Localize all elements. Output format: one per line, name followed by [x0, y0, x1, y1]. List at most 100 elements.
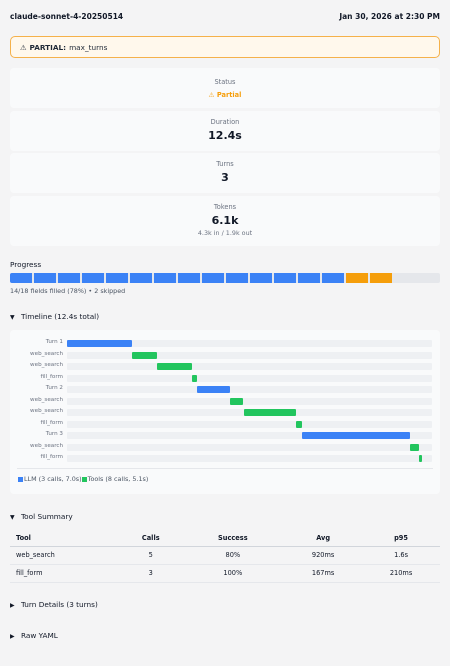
- progress-title: Progress: [10, 260, 42, 269]
- progress-segment-filled: [10, 273, 33, 283]
- progress-segment-filled: [129, 273, 153, 283]
- timeline-row: Turn 3: [10, 431, 440, 439]
- tokens-label: Tokens: [213, 203, 237, 211]
- progress-segment-filled: [57, 273, 81, 283]
- timeline-row: web_search: [10, 396, 440, 405]
- caret-down-icon: ▼: [10, 314, 15, 321]
- table-header-row: Tool Calls Success Avg p95: [10, 530, 440, 547]
- caret-right-icon: ▶: [10, 633, 15, 640]
- timeline-row: fill_form: [10, 373, 440, 382]
- alert-label: PARTIAL:: [29, 42, 67, 52]
- timeline-bar-llm: [67, 340, 132, 347]
- alert-reason: max_turns: [69, 42, 108, 52]
- timeline-row: web_search: [10, 362, 440, 370]
- timeline-row-label: fill_form: [40, 454, 63, 460]
- cell-calls: 3: [120, 564, 182, 583]
- timestamp: Jan 30, 2026 at 2:30 PM: [339, 11, 440, 21]
- progress-segment-filled: [33, 273, 57, 283]
- warning-icon: ⚠: [208, 91, 215, 99]
- progress-segment-filled: [297, 273, 321, 283]
- warning-icon: ⚠: [20, 42, 27, 52]
- timeline-lane: [67, 374, 432, 382]
- timeline-bar-tool: [156, 363, 193, 370]
- raw-yaml-title: Raw YAML: [20, 631, 58, 640]
- timeline-row-label: fill_form: [40, 373, 63, 380]
- tool-summary-title: Tool Summary: [20, 512, 73, 521]
- progress-segment-filled: [177, 273, 201, 283]
- col-avg: Avg: [284, 530, 363, 547]
- timeline-row: Turn 2: [10, 385, 440, 393]
- table-row: fill_form 3 100% 167ms 210ms: [10, 564, 440, 583]
- timeline-bar-tool: [230, 397, 244, 405]
- tool-swatch: [81, 476, 87, 482]
- cell-avg: 920ms: [284, 546, 363, 565]
- cell-tool: web_search: [10, 546, 120, 565]
- progress-segment-filled: [273, 273, 297, 283]
- timeline-divider: [17, 468, 433, 469]
- timeline-bar-tool: [243, 409, 296, 416]
- cell-tool: fill_form: [10, 564, 120, 583]
- table-row: web_search 5 80% 920ms 1.6s: [10, 546, 440, 565]
- progress-segment-filled: [249, 273, 273, 283]
- timeline-lane: [67, 443, 432, 451]
- llm-swatch: [18, 476, 23, 482]
- timeline-bar-llm: [302, 432, 410, 439]
- partial-alert: ⚠ PARTIAL: max_turns: [10, 36, 440, 58]
- tokens-value: 6.1k: [211, 214, 239, 227]
- progress-segment-filled: [225, 273, 249, 283]
- duration-label: Duration: [210, 118, 240, 126]
- timeline-row: web_search: [10, 408, 440, 416]
- caret-down-icon: ▼: [10, 514, 15, 521]
- raw-yaml-toggle[interactable]: ▶ Raw YAML: [10, 631, 58, 640]
- timeline-lane: [67, 397, 432, 405]
- model-name: claude-sonnet-4-20250514: [10, 11, 124, 21]
- timeline-row-label: Turn 2: [45, 385, 63, 391]
- timeline-bar-llm: [197, 386, 231, 393]
- timeline-lane: [67, 409, 432, 416]
- progress-caption: 14/18 fields filled (78%) • 2 skipped: [10, 287, 126, 295]
- timeline-row-label: Turn 3: [45, 431, 63, 437]
- timeline-row: fill_form: [10, 454, 440, 462]
- progress-segment-filled: [81, 273, 105, 283]
- cell-success: 80%: [181, 546, 285, 565]
- report-header: claude-sonnet-4-20250514 Jan 30, 2026 at…: [0, 0, 450, 32]
- progress-segment-filled: [105, 273, 129, 283]
- tool-summary-table: Tool Calls Success Avg p95 web_search 5 …: [10, 530, 440, 583]
- turn-details-toggle[interactable]: ▶ Turn Details (3 turns): [10, 600, 98, 609]
- timeline-bar-tool: [296, 420, 303, 428]
- timeline-row: Turn 1: [10, 339, 440, 347]
- turns-card: Turns 3: [10, 153, 440, 193]
- caret-right-icon: ▶: [10, 602, 15, 609]
- turn-details-title: Turn Details (3 turns): [20, 600, 98, 609]
- timeline-row-label: Turn 1: [45, 339, 63, 345]
- duration-value: 12.4s: [208, 129, 242, 142]
- turns-label: Turns: [216, 160, 234, 168]
- timeline-legend: LLM (3 calls, 7.0s) Tools (8 calls, 5.1s…: [18, 475, 148, 483]
- progress-segment-filled: [201, 273, 225, 283]
- tool-summary-toggle[interactable]: ▼ Tool Summary: [10, 512, 73, 521]
- cell-p95: 210ms: [362, 564, 440, 583]
- tokens-breakdown: 4.3k in / 1.9k out: [197, 229, 253, 237]
- status-value: Partial: [216, 91, 242, 99]
- timeline-row-label: web_search: [30, 408, 63, 414]
- col-p95: p95: [362, 530, 440, 547]
- timeline-row-label: fill_form: [40, 419, 63, 426]
- timeline-row-label: web_search: [30, 396, 63, 403]
- legend-llm: LLM (3 calls, 7.0s): [24, 475, 82, 483]
- timeline-row-label: web_search: [30, 442, 63, 449]
- progress-segment-filled: [153, 273, 177, 283]
- timeline-row: fill_form: [10, 419, 440, 428]
- tokens-card: Tokens 6.1k 4.3k in / 1.9k out: [10, 196, 440, 246]
- timeline-chart: LLM (3 calls, 7.0s) Tools (8 calls, 5.1s…: [10, 330, 440, 494]
- timeline-toggle[interactable]: ▼ Timeline (12.4s total): [10, 312, 99, 321]
- timeline-lane: [67, 420, 432, 428]
- cell-success: 100%: [181, 564, 285, 583]
- turns-value: 3: [221, 171, 229, 184]
- duration-card: Duration 12.4s: [10, 111, 440, 151]
- timeline-row: web_search: [10, 351, 440, 359]
- progress-segment-skipped: [369, 273, 392, 283]
- col-tool: Tool: [10, 530, 120, 547]
- col-calls: Calls: [120, 530, 182, 547]
- progress-segment-filled: [321, 273, 345, 283]
- timeline-bar-tool: [409, 443, 419, 451]
